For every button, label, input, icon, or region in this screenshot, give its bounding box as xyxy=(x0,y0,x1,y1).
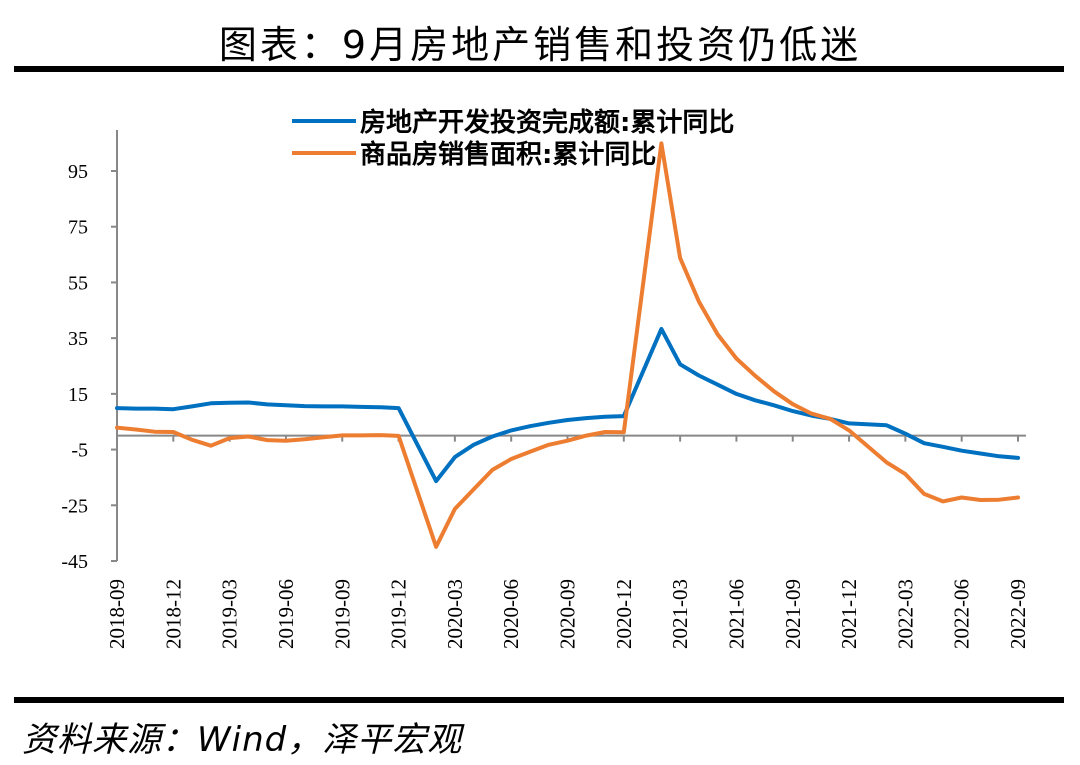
x-tick-label: 2018-12 xyxy=(161,579,185,649)
series-layer xyxy=(115,141,1020,549)
figure-source: 资料来源：Wind，泽平宏观 xyxy=(22,720,463,760)
axes: 95 75 55 35 15 -5 -25 -45 2018-09 2018-12 2019-03 2… xyxy=(61,130,1030,649)
x-tick-label: 2021-06 xyxy=(724,579,748,649)
series-line-investment xyxy=(115,326,1020,484)
top-rule xyxy=(14,66,1064,72)
x-tick-label: 2022-06 xyxy=(950,579,974,649)
y-tick-label: 55 xyxy=(68,272,88,294)
x-tick-label: 2020-03 xyxy=(443,579,467,649)
legend: 房地产开发投资完成额:累计同比 商品房销售面积:累计同比 xyxy=(292,107,734,170)
x-tick-label: 2019-06 xyxy=(274,579,298,649)
x-tick-label: 2018-09 xyxy=(105,579,129,649)
x-tick-label: 2021-09 xyxy=(781,579,805,649)
legend-label-investment: 房地产开发投资完成额:累计同比 xyxy=(360,107,734,138)
x-tick-label: 2020-09 xyxy=(556,579,580,649)
x-tick-label: 2022-09 xyxy=(1006,579,1030,649)
figure-title: 图表：9月房地产销售和投资仍低迷 xyxy=(218,23,862,67)
x-tick-label: 2021-12 xyxy=(837,579,861,649)
y-tick-label: 75 xyxy=(68,217,88,239)
x-tick-label: 2019-03 xyxy=(218,579,242,649)
x-tick-label: 2022-03 xyxy=(893,579,917,649)
x-tick-label: 2020-06 xyxy=(499,579,523,649)
line-chart: 95 75 55 35 15 -5 -25 -45 2018-09 2018-12 2019-03 2… xyxy=(61,107,1030,649)
x-tick-label: 2020-12 xyxy=(612,579,636,649)
legend-label-sales: 商品房销售面积:累计同比 xyxy=(360,139,656,170)
y-tick-label: 95 xyxy=(68,161,88,183)
x-tick-label: 2019-12 xyxy=(387,579,411,649)
y-tick-label: -5 xyxy=(71,440,88,462)
x-tick-label: 2021-03 xyxy=(668,579,692,649)
y-tick-label: -45 xyxy=(61,551,88,573)
y-tick-label: 15 xyxy=(68,384,88,406)
y-tick-label: 35 xyxy=(68,328,88,350)
y-tick-label: -25 xyxy=(61,495,88,517)
bottom-rule xyxy=(14,697,1064,703)
series-line-sales xyxy=(115,141,1020,549)
x-tick-label: 2019-09 xyxy=(330,579,354,649)
